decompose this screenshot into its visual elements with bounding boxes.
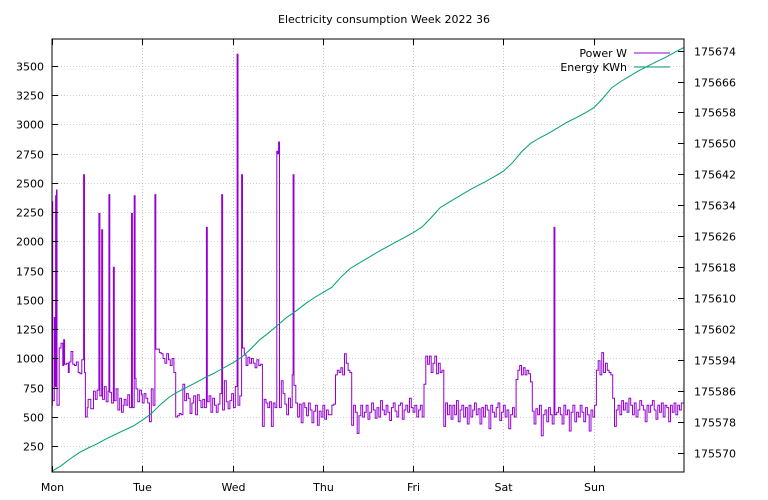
y-right-tick-label: 175610: [694, 293, 736, 306]
tick-labels: 250 500 750 1000 1250 1500 1750 2000 2250 2500 275…: [16, 46, 736, 495]
x-tick-label: Mon: [41, 481, 64, 494]
y-left-tick-label: 3250: [16, 90, 44, 103]
y-left-tick-label: 1750: [16, 266, 44, 279]
y-right-tick-label: 175594: [694, 355, 736, 368]
y-left-tick-label: 3500: [16, 61, 44, 74]
plot-area: [52, 39, 684, 472]
plot-border: [51, 38, 685, 473]
legend-label: Power W: [579, 47, 627, 60]
y-left-tick-label: 2000: [16, 236, 44, 249]
x-tick-label: Fri: [407, 481, 420, 494]
y-right-tick-label: 175674: [694, 46, 736, 59]
y-right-tick-label: 175650: [694, 138, 736, 151]
y-left-tick-label: 500: [23, 412, 44, 425]
x-tick-label: Wed: [222, 481, 246, 494]
ticks: [52, 39, 684, 472]
y-right-tick-label: 175578: [694, 417, 736, 430]
series-line-power-w: [51, 53, 685, 437]
y-right-tick-label: 175618: [694, 262, 736, 275]
y-left-tick-label: 2750: [16, 149, 44, 162]
y-left-tick-label: 1250: [16, 324, 44, 337]
y-right-tick-label: 175634: [694, 200, 736, 213]
y-left-tick-label: 1000: [16, 353, 44, 366]
y-right-tick-label: 175626: [694, 231, 736, 244]
y-left-tick-label: 1500: [16, 295, 44, 308]
y-right-tick-label: 175570: [694, 448, 736, 461]
y-left-tick-label: 750: [23, 383, 44, 396]
x-tick-label: Thu: [312, 481, 334, 494]
y-left-tick-label: 250: [23, 441, 44, 454]
legend-label: Energy KWh: [560, 61, 627, 74]
y-right-tick-label: 175642: [694, 169, 736, 182]
y-left-tick-label: 2250: [16, 207, 44, 220]
y-right-tick-label: 175658: [694, 107, 736, 120]
y-right-tick-label: 175666: [694, 77, 736, 90]
y-right-tick-label: 175586: [694, 386, 736, 399]
y-right-tick-label: 175602: [694, 324, 736, 337]
series-line-energy-kwh: [51, 47, 685, 472]
series-layer: [51, 47, 685, 472]
x-tick-label: Sat: [494, 481, 513, 494]
y-left-tick-label: 2500: [16, 178, 44, 191]
chart-title: Electricity consumption Week 2022 36: [278, 13, 490, 26]
x-tick-label: Tue: [132, 481, 152, 494]
y-left-tick-label: 3000: [16, 119, 44, 132]
grid: [52, 39, 684, 472]
x-tick-label: Sun: [584, 481, 605, 494]
